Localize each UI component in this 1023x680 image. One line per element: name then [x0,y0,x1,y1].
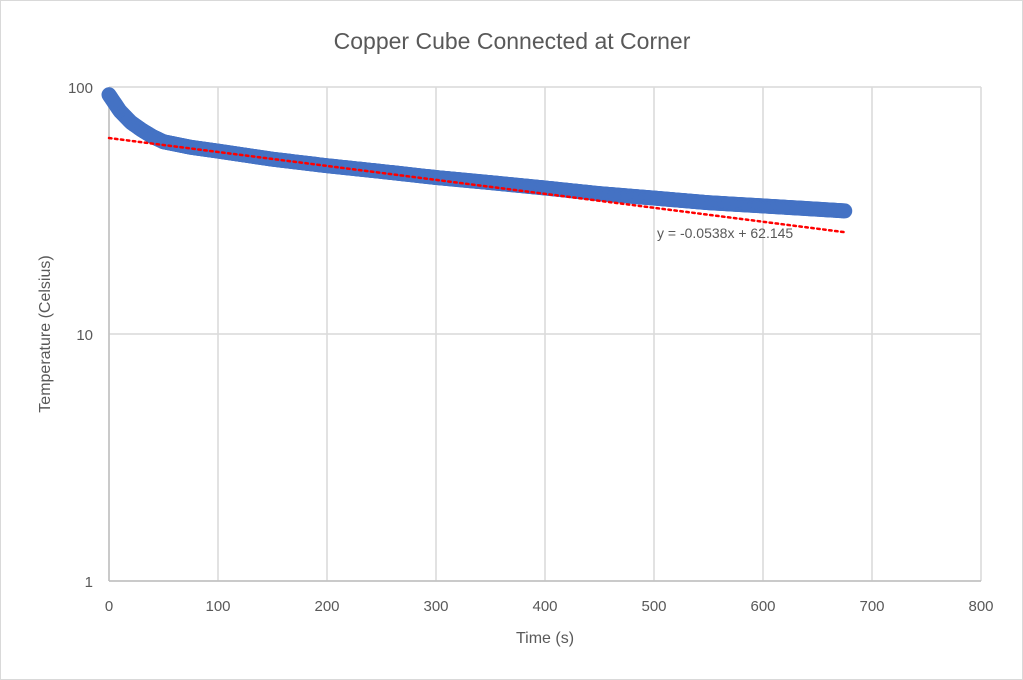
x-tick-label: 100 [205,598,230,615]
x-tick-label: 0 [105,598,113,615]
x-axis-ticks: 0 100 200 300 400 500 600 700 800 [105,598,994,615]
data-point [837,203,853,219]
x-tick-label: 200 [314,598,339,615]
trendline-equation: y = -0.0538x + 62.145 [657,225,793,241]
x-axis-label: Time (s) [516,630,574,647]
y-tick-label: 1 [85,574,93,591]
trendline [107,136,846,234]
x-tick-label: 500 [641,598,666,615]
x-tick-label: 400 [532,598,557,615]
y-tick-label: 10 [76,327,93,344]
y-tick-label: 100 [68,80,93,97]
x-tick-label: 600 [750,598,775,615]
x-tick-label: 300 [423,598,448,615]
gridlines [108,86,982,582]
chart-title: Copper Cube Connected at Corner [334,28,691,54]
trendline-path [107,136,846,234]
y-axis-label: Temperature (Celsius) [37,255,54,412]
x-tick-label: 700 [859,598,884,615]
data-series [101,87,853,219]
y-axis-ticks: 1 10 100 [68,80,93,591]
x-tick-label: 800 [968,598,993,615]
